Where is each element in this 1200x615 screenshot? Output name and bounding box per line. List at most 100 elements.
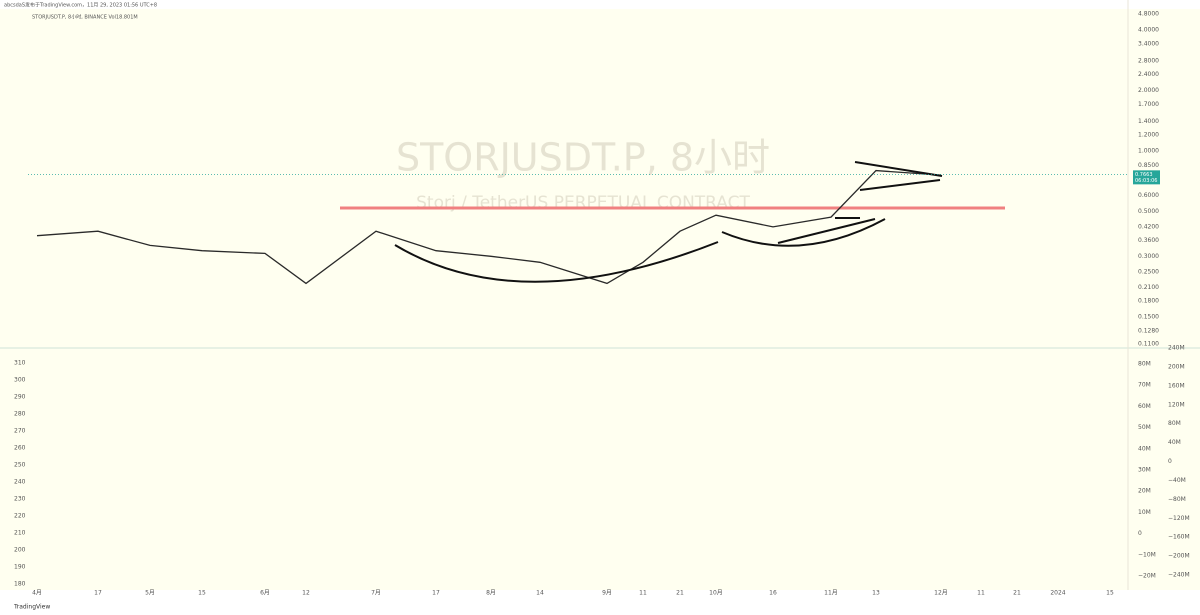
countdown-label: 06:03:06 — [1135, 178, 1157, 184]
mid-axis-tick-label: 70M — [1138, 382, 1151, 389]
mid-axis-tick-label: 10M — [1138, 509, 1151, 516]
pattern-drawings — [394, 161, 943, 283]
left-axis-tick-label: 220 — [14, 513, 26, 520]
right-axis-tick-label: 120M — [1168, 401, 1185, 408]
y-tick-label: 3.4000 — [1138, 41, 1159, 48]
x-tick-label: 12 — [302, 590, 310, 597]
y-tick-label: 0.5000 — [1138, 208, 1159, 215]
left-axis-tick-label: 280 — [14, 411, 26, 418]
y-tick-label: 0.2500 — [1138, 269, 1159, 276]
right-axis-tick-label: 80M — [1168, 420, 1181, 427]
last-price-label: 0.7663 — [1135, 172, 1153, 178]
left-axis-tick-label: 310 — [14, 360, 26, 367]
x-tick-label: 13 — [872, 590, 880, 597]
right-axis-tick-label: −40M — [1168, 477, 1186, 484]
left-axis-tick-label: 180 — [14, 581, 26, 588]
mid-axis-tick-label: 20M — [1138, 488, 1151, 495]
y-tick-label: 2.0000 — [1138, 87, 1159, 94]
footer-bar — [0, 590, 1200, 615]
footer-brand[interactable]: TradingView — [13, 604, 50, 611]
mid-axis-tick-label: 60M — [1138, 403, 1151, 410]
header-bar — [0, 0, 1200, 9]
y-tick-label: 4.8000 — [1138, 11, 1159, 18]
symbol-info: STORJUSDT.P, 8小时, BINANCE Vol18.801M — [32, 14, 138, 21]
y-tick-label: 1.7000 — [1138, 101, 1159, 108]
x-tick-label: 5月 — [145, 590, 155, 597]
x-tick-label: 7月 — [371, 590, 381, 597]
left-axis-tick-label: 300 — [14, 377, 26, 384]
left-axis-tick-label: 250 — [14, 462, 26, 469]
x-tick-label: 4月 — [32, 590, 42, 597]
x-tick-label: 21 — [676, 590, 684, 597]
mid-axis-tick-label: 80M — [1138, 361, 1151, 368]
x-tick-label: 8月 — [486, 590, 496, 597]
x-tick-label: 11 — [977, 590, 985, 597]
right-axis-tick-label: −160M — [1168, 534, 1190, 541]
right-axis-tick-label: −120M — [1168, 515, 1190, 522]
trend-line — [777, 218, 876, 244]
watermark: STORJUSDT.P, 8小时 — [396, 136, 770, 180]
left-axis-tick-label: 240 — [14, 479, 26, 486]
y-tick-label: 0.1280 — [1138, 327, 1159, 334]
left-axis-tick-label: 260 — [14, 445, 26, 452]
mid-axis-tick-label: 50M — [1138, 424, 1151, 431]
x-tick-label: 14 — [536, 590, 544, 597]
watermark-sub: Storj / TetherUS PERPETUAL CONTRACT — [416, 193, 750, 213]
y-tick-label: 1.0000 — [1138, 148, 1159, 155]
x-tick-label: 17 — [432, 590, 440, 597]
mid-axis-tick-label: 40M — [1138, 445, 1151, 452]
right-axis-tick-label: 160M — [1168, 382, 1185, 389]
y-tick-label: 0.1500 — [1138, 313, 1159, 320]
y-tick-label: 4.0000 — [1138, 26, 1159, 33]
mid-axis-tick-label: −10M — [1138, 551, 1156, 558]
x-tick-label: 6月 — [260, 590, 270, 597]
left-axis-tick-label: 230 — [14, 496, 26, 503]
y-tick-label: 0.8500 — [1138, 162, 1159, 169]
right-axis-tick-label: 200M — [1168, 363, 1185, 370]
y-tick-label: 2.4000 — [1138, 71, 1159, 78]
x-tick-label: 2024 — [1050, 590, 1065, 597]
right-axis-tick-label: 40M — [1168, 439, 1181, 446]
y-tick-label: 0.2100 — [1138, 284, 1159, 291]
y-tick-label: 1.2000 — [1138, 132, 1159, 139]
mid-axis-tick-label: −20M — [1138, 573, 1156, 580]
y-tick-label: 1.4000 — [1138, 118, 1159, 125]
right-axis-tick-label: 240M — [1168, 345, 1185, 352]
handle-curve — [721, 218, 886, 247]
right-axis-tick-label: −80M — [1168, 496, 1186, 503]
left-axis-tick-label: 270 — [14, 428, 26, 435]
left-axis-tick-label: 210 — [14, 530, 26, 537]
right-axis-tick-label: 0 — [1168, 458, 1172, 465]
x-tick-label: 9月 — [602, 590, 612, 597]
x-tick-label: 10月 — [709, 590, 723, 597]
cup-curve — [394, 241, 719, 283]
y-tick-label: 0.4200 — [1138, 223, 1159, 230]
left-axis-tick-label: 290 — [14, 394, 26, 401]
y-tick-label: 0.1800 — [1138, 297, 1159, 304]
y-tick-label: 0.3600 — [1138, 237, 1159, 244]
x-tick-label: 17 — [94, 590, 102, 597]
y-tick-label: 0.3000 — [1138, 253, 1159, 260]
x-tick-label: 21 — [1013, 590, 1021, 597]
left-axis-tick-label: 190 — [14, 564, 26, 571]
right-axis-tick-label: −200M — [1168, 553, 1190, 560]
price-line — [36, 169, 942, 285]
publisher: abcsdaS发布于TradingView.com，11月 29, 2023 0… — [4, 2, 157, 9]
x-tick-label: 15 — [198, 590, 206, 597]
right-axis-tick-label: −240M — [1168, 572, 1190, 579]
x-tick-label: 12月 — [934, 590, 948, 597]
y-tick-label: 2.8000 — [1138, 58, 1159, 65]
x-tick-label: 16 — [769, 590, 777, 597]
pennant — [854, 161, 943, 191]
x-tick-label: 11月 — [824, 590, 838, 597]
y-tick-label: 0.6000 — [1138, 192, 1159, 199]
x-tick-label: 11 — [639, 590, 647, 597]
x-tick-label: 15 — [1106, 590, 1114, 597]
left-axis-tick-label: 200 — [14, 547, 26, 554]
y-tick-label: 0.1100 — [1138, 341, 1159, 348]
mid-axis-tick-label: 30M — [1138, 467, 1151, 474]
last-price-tag — [1133, 170, 1160, 185]
